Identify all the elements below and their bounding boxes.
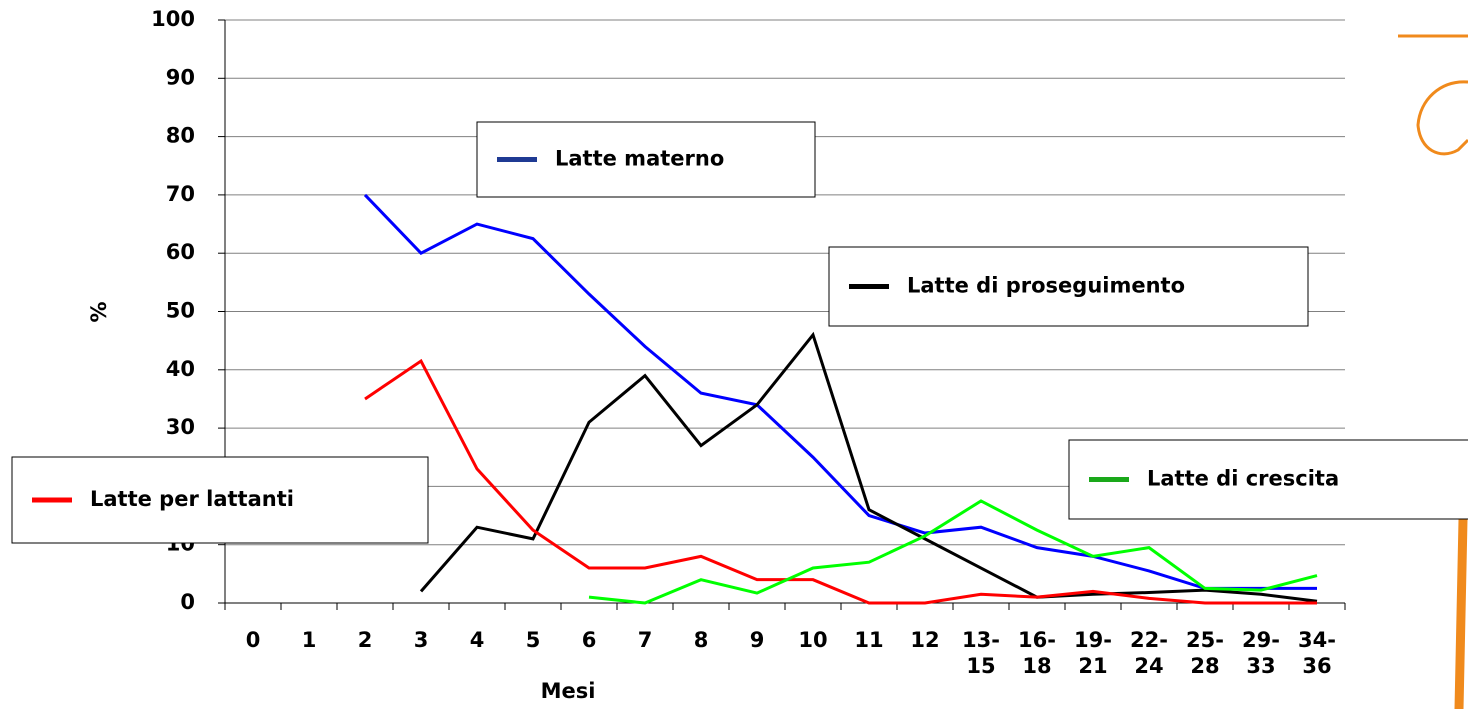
legend: Latte di crescita	[1069, 440, 1468, 519]
y-axis-label: %	[87, 301, 111, 322]
x-tick-label: 2	[358, 628, 373, 652]
y-tick-label: 80	[166, 124, 195, 148]
x-axis-label: Mesi	[541, 679, 596, 703]
chart: Mesi % 010203040506070809010001234567891…	[0, 0, 1468, 709]
x-tick-label: 1	[302, 628, 317, 652]
legend: Latte per lattanti	[12, 457, 428, 543]
x-tick-label: 34-36	[1298, 628, 1336, 678]
y-tick-label: 60	[166, 240, 195, 264]
legend-label: Latte di proseguimento	[907, 274, 1185, 298]
x-tick-label: 12	[910, 628, 939, 652]
y-tick-label: 30	[166, 415, 195, 439]
x-tick-label: 4	[470, 628, 485, 652]
x-tick-label: 25-28	[1186, 628, 1224, 678]
x-tick-label: 11	[854, 628, 883, 652]
x-tick-label: 5	[526, 628, 541, 652]
y-tick-label: 90	[166, 65, 195, 89]
y-tick-label: 100	[151, 7, 195, 31]
x-tick-label: 16-18	[1018, 628, 1056, 678]
decoration	[1398, 36, 1468, 709]
x-tick-label: 29-33	[1242, 628, 1280, 678]
y-tick-label: 50	[166, 299, 195, 323]
x-tick-label: 8	[694, 628, 709, 652]
y-tick-label: 40	[166, 357, 195, 381]
x-tick-label: 10	[798, 628, 827, 652]
x-tick-label: 7	[638, 628, 653, 652]
legend: Latte materno	[477, 122, 815, 197]
legend-label: Latte per lattanti	[90, 487, 294, 511]
x-tick-label: 13-15	[962, 628, 1000, 678]
y-tick-label: 0	[180, 590, 195, 614]
x-tick-label: 9	[750, 628, 765, 652]
x-tick-label: 6	[582, 628, 597, 652]
x-tick-label: 22-24	[1130, 628, 1168, 678]
y-tick-label: 70	[166, 182, 195, 206]
x-tick-label: 19-21	[1074, 628, 1112, 678]
legend: Latte di proseguimento	[829, 247, 1308, 326]
x-tick-label: 0	[246, 628, 261, 652]
legend-label: Latte materno	[555, 147, 724, 171]
legend-label: Latte di crescita	[1147, 467, 1339, 491]
x-tick-label: 3	[414, 628, 429, 652]
